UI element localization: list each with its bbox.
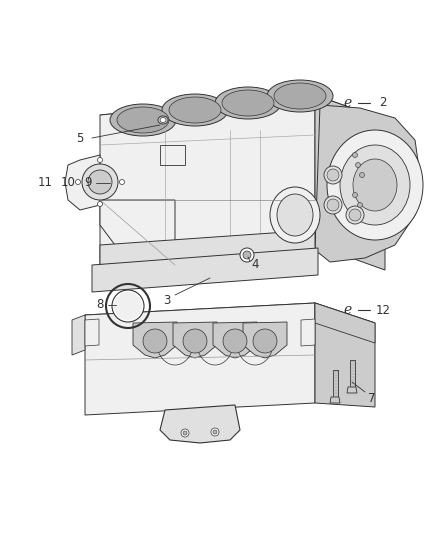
Text: 3: 3 (163, 294, 171, 306)
Ellipse shape (213, 430, 217, 434)
Ellipse shape (327, 199, 339, 211)
Text: 10: 10 (60, 176, 75, 190)
Ellipse shape (183, 431, 187, 435)
Ellipse shape (349, 209, 361, 221)
Text: 5: 5 (76, 132, 84, 144)
Polygon shape (85, 303, 315, 415)
Ellipse shape (356, 163, 360, 167)
Polygon shape (85, 303, 375, 335)
Ellipse shape (253, 329, 277, 353)
Polygon shape (100, 95, 315, 265)
Ellipse shape (88, 170, 112, 194)
Ellipse shape (117, 107, 169, 133)
Text: 8: 8 (96, 298, 104, 311)
Polygon shape (100, 200, 175, 265)
Ellipse shape (324, 166, 342, 184)
Polygon shape (350, 360, 354, 390)
Ellipse shape (360, 173, 364, 177)
Polygon shape (72, 315, 85, 355)
Polygon shape (301, 319, 315, 346)
Polygon shape (100, 230, 315, 265)
Ellipse shape (340, 145, 410, 225)
Polygon shape (173, 322, 217, 358)
Ellipse shape (240, 248, 254, 262)
Ellipse shape (162, 94, 228, 126)
Text: 4: 4 (251, 259, 259, 271)
Polygon shape (315, 303, 375, 343)
Ellipse shape (353, 192, 357, 198)
Ellipse shape (160, 117, 166, 123)
Ellipse shape (277, 194, 313, 236)
Polygon shape (347, 387, 357, 393)
Ellipse shape (353, 159, 397, 211)
Ellipse shape (98, 157, 102, 163)
Ellipse shape (158, 116, 168, 124)
Ellipse shape (169, 97, 221, 123)
Ellipse shape (327, 130, 423, 240)
Ellipse shape (120, 180, 124, 184)
Polygon shape (65, 155, 100, 210)
Polygon shape (330, 397, 340, 403)
Text: 11: 11 (38, 176, 53, 190)
Ellipse shape (324, 196, 342, 214)
Ellipse shape (267, 80, 333, 112)
Ellipse shape (183, 329, 207, 353)
Ellipse shape (110, 104, 176, 136)
Ellipse shape (143, 329, 167, 353)
Polygon shape (315, 105, 420, 262)
Polygon shape (160, 405, 240, 443)
Text: e: e (344, 303, 352, 317)
Ellipse shape (346, 206, 364, 224)
Ellipse shape (222, 90, 274, 116)
Ellipse shape (274, 83, 326, 109)
Ellipse shape (75, 180, 81, 184)
Ellipse shape (357, 203, 363, 207)
Ellipse shape (223, 329, 247, 353)
Ellipse shape (327, 169, 339, 181)
Text: 12: 12 (375, 303, 391, 317)
Polygon shape (315, 95, 385, 270)
Ellipse shape (211, 428, 219, 436)
Polygon shape (92, 248, 318, 292)
Polygon shape (332, 370, 338, 400)
Ellipse shape (215, 87, 281, 119)
Ellipse shape (243, 251, 251, 259)
Ellipse shape (114, 292, 142, 320)
Ellipse shape (82, 164, 118, 200)
Polygon shape (213, 322, 257, 358)
Ellipse shape (112, 290, 144, 322)
Polygon shape (133, 322, 177, 358)
Ellipse shape (181, 429, 189, 437)
Polygon shape (100, 95, 385, 140)
Text: 9: 9 (84, 176, 92, 190)
Text: e: e (344, 96, 352, 110)
Polygon shape (315, 303, 375, 407)
Ellipse shape (98, 201, 102, 206)
Ellipse shape (270, 187, 320, 243)
Polygon shape (85, 319, 99, 346)
Ellipse shape (353, 152, 357, 157)
Text: 7: 7 (368, 392, 376, 405)
Text: 2: 2 (379, 96, 387, 109)
Polygon shape (243, 322, 287, 358)
